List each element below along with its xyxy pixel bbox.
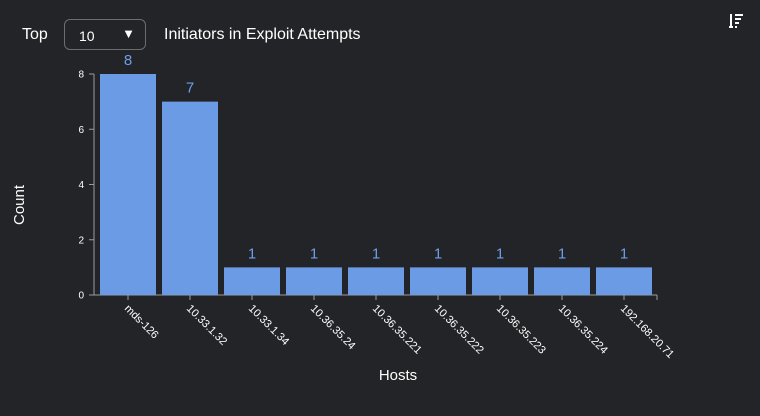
x-tick-label: 10.33.1.32 [184, 303, 229, 348]
bar-192.168.20.71 [596, 267, 652, 295]
bar-10.36.35.223 [472, 267, 528, 295]
data-label: 8 [124, 52, 132, 69]
y-tick-label: 2 [78, 235, 84, 246]
x-tick-label: 10.36.35.223 [494, 303, 548, 357]
bar-10.36.35.24 [286, 267, 342, 295]
y-axis-title: Count [11, 184, 28, 225]
x-tick-label: 10.36.35.224 [556, 303, 610, 357]
top-count-value: 10 [79, 28, 95, 44]
data-label: 1 [496, 245, 504, 262]
y-tick-label: 6 [78, 125, 84, 136]
top-label: Top [22, 26, 48, 43]
x-axis-title: Hosts [379, 367, 417, 384]
data-label: 7 [186, 80, 194, 97]
bar-10.33.1.34 [224, 267, 280, 295]
x-tick-label: 192.168.20.71 [618, 303, 676, 361]
x-tick-label: 10.36.35.221 [370, 303, 424, 357]
bar-mds-126 [100, 74, 156, 295]
data-label: 1 [620, 245, 628, 262]
chevron-down-icon: ▼ [122, 26, 135, 41]
bar-10.33.1.32 [162, 101, 218, 295]
x-tick-label: 10.33.1.34 [246, 303, 291, 348]
y-tick-label: 0 [78, 291, 84, 302]
top-count-select[interactable]: 10 ▼ [64, 19, 146, 50]
bar-10.36.35.224 [534, 267, 590, 295]
data-label: 1 [434, 245, 442, 262]
data-label: 1 [310, 245, 318, 262]
x-tick-label: 10.36.35.222 [432, 303, 486, 357]
x-tick-label: mds-126 [122, 303, 161, 342]
data-label: 1 [248, 245, 256, 262]
sort-descending-icon[interactable] [729, 13, 743, 33]
data-label: 1 [558, 245, 566, 262]
y-tick-label: 4 [78, 180, 84, 191]
chart-title: Initiators in Exploit Attempts [164, 26, 361, 43]
bar-10.36.35.222 [410, 267, 466, 295]
data-label: 1 [372, 245, 380, 262]
y-tick-label: 8 [78, 70, 84, 81]
x-tick-label: 10.36.35.24 [308, 303, 358, 353]
bar-10.36.35.221 [348, 267, 404, 295]
